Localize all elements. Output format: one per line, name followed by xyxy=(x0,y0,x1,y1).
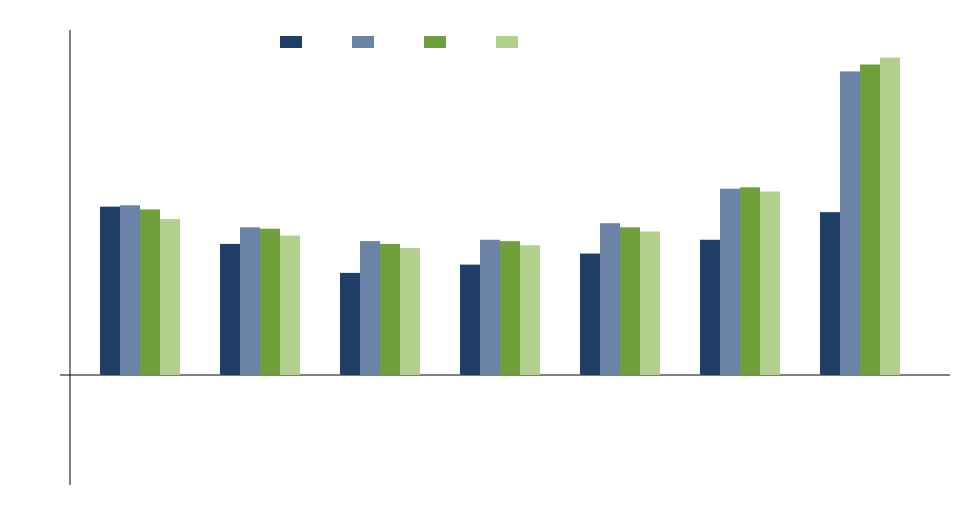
legend-swatch-s1 xyxy=(280,36,302,48)
bar-c4-s1 xyxy=(460,265,480,375)
bar-c2-s4 xyxy=(280,236,300,375)
bar-c1-s3 xyxy=(140,209,160,375)
grouped-bar-chart xyxy=(0,0,960,511)
bar-c1-s1 xyxy=(100,207,120,375)
bar-c3-s3 xyxy=(380,244,400,375)
bar-c1-s4 xyxy=(160,219,180,375)
bar-c3-s2 xyxy=(360,241,380,375)
bar-c3-s1 xyxy=(340,273,360,375)
bar-c5-s3 xyxy=(620,227,640,375)
bar-c4-s2 xyxy=(480,240,500,375)
bar-c5-s2 xyxy=(600,223,620,375)
bar-c6-s2 xyxy=(720,189,740,375)
chart-container xyxy=(0,0,960,511)
bar-c7-s3 xyxy=(860,65,880,376)
bar-c6-s1 xyxy=(700,240,720,375)
legend-swatch-s2 xyxy=(352,36,374,48)
bar-c7-s1 xyxy=(820,212,840,375)
legend-swatch-s4 xyxy=(496,36,518,48)
bar-c5-s4 xyxy=(640,231,660,375)
bar-c4-s3 xyxy=(500,241,520,375)
bar-c2-s1 xyxy=(220,244,240,375)
bar-c3-s4 xyxy=(400,248,420,375)
bar-c7-s2 xyxy=(840,71,860,375)
bar-c1-s2 xyxy=(120,205,140,375)
bar-c2-s3 xyxy=(260,229,280,375)
bar-c6-s4 xyxy=(760,191,780,375)
legend-swatch-s3 xyxy=(424,36,446,48)
bar-c5-s1 xyxy=(580,254,600,375)
bar-c2-s2 xyxy=(240,227,260,375)
bar-c4-s4 xyxy=(520,245,540,375)
bar-c6-s3 xyxy=(740,187,760,375)
bar-c7-s4 xyxy=(880,58,900,375)
